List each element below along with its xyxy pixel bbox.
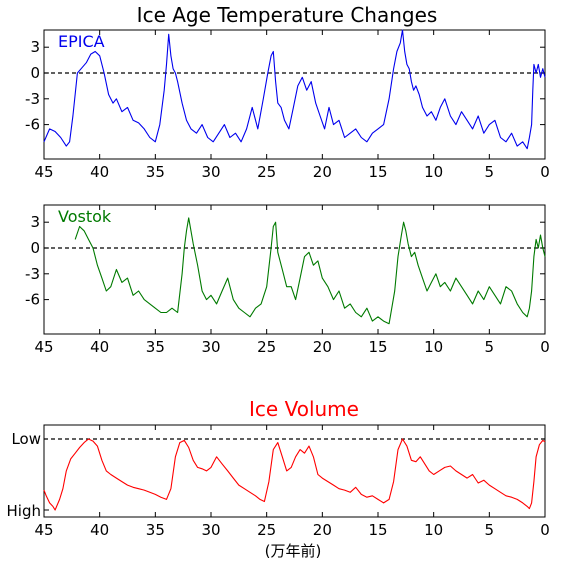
vostok-xtick-label: 40 xyxy=(90,338,109,356)
vostok-series-label: Vostok xyxy=(58,207,112,226)
vostok-xtick-label: 35 xyxy=(146,338,165,356)
ice-volume-xtick-label: 40 xyxy=(90,521,109,539)
epica-xtick-label: 45 xyxy=(34,163,53,181)
epica-xtick-label: 10 xyxy=(424,163,443,181)
epica-ytick-label: 3 xyxy=(30,38,40,56)
epica-xtick-label: 5 xyxy=(485,163,495,181)
vostok-ytick-label: 3 xyxy=(30,213,40,231)
epica-series-line xyxy=(43,29,546,150)
vostok-xtick-label: 30 xyxy=(201,338,220,356)
ice-volume-xtick-label: 20 xyxy=(313,521,332,539)
vostok-ytick-label: -3 xyxy=(25,265,40,283)
ice-volume-frame xyxy=(43,424,546,518)
x-axis-label: (万年前) xyxy=(265,542,322,560)
vostok-xtick-label: 15 xyxy=(368,338,387,356)
vostok-xtick-label: 25 xyxy=(257,338,276,356)
ice-volume-title: Ice Volume xyxy=(249,397,359,421)
vostok-xtick-label: 20 xyxy=(313,338,332,356)
epica-xtick-label: 0 xyxy=(540,163,550,181)
vostok-xtick-label: 45 xyxy=(34,338,53,356)
ice-volume-xtick-label: 0 xyxy=(540,521,550,539)
vostok-ytick-label: 0 xyxy=(30,239,40,257)
epica-xtick-label: 40 xyxy=(90,163,109,181)
epica-xtick-label: 30 xyxy=(201,163,220,181)
ice-volume-xtick-label: 25 xyxy=(257,521,276,539)
ice-high-label: High xyxy=(7,502,41,520)
ice-volume-xtick-label: 30 xyxy=(201,521,220,539)
vostok-xtick-label: 0 xyxy=(540,338,550,356)
ice-low-label: Low xyxy=(11,430,41,448)
ice-volume-xtick-label: 45 xyxy=(34,521,53,539)
ice-volume-xtick-label: 35 xyxy=(146,521,165,539)
epica-xtick-label: 25 xyxy=(257,163,276,181)
vostok-xtick-label: 10 xyxy=(424,338,443,356)
ice-volume-xtick-label: 15 xyxy=(368,521,387,539)
ice-volume-panel: 45 40 35 30 25 20 15 10 5 0 Low High Ice Volume xyxy=(7,397,550,539)
vostok-series-line xyxy=(74,217,546,325)
ice-volume-xtick-label: 5 xyxy=(485,521,495,539)
epica-ytick-label: 0 xyxy=(30,64,40,82)
epica-series-label: EPICA xyxy=(58,32,105,51)
epica-xtick-label: 20 xyxy=(313,163,332,181)
epica-frame xyxy=(43,29,546,160)
epica-xtick-label: 15 xyxy=(368,163,387,181)
chart-title: Ice Age Temperature Changes xyxy=(137,3,438,27)
vostok-ytick-label: -6 xyxy=(25,291,40,309)
ice-volume-series-line xyxy=(43,438,546,511)
vostok-xtick-label: 5 xyxy=(485,338,495,356)
epica-ytick-label: -3 xyxy=(25,90,40,108)
ice-volume-xtick-label: 10 xyxy=(424,521,443,539)
epica-xtick-label: 35 xyxy=(146,163,165,181)
epica-ytick-label: -6 xyxy=(25,116,40,134)
vostok-frame xyxy=(43,204,546,335)
